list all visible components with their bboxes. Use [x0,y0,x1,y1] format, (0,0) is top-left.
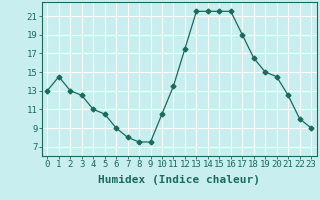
X-axis label: Humidex (Indice chaleur): Humidex (Indice chaleur) [98,175,260,185]
